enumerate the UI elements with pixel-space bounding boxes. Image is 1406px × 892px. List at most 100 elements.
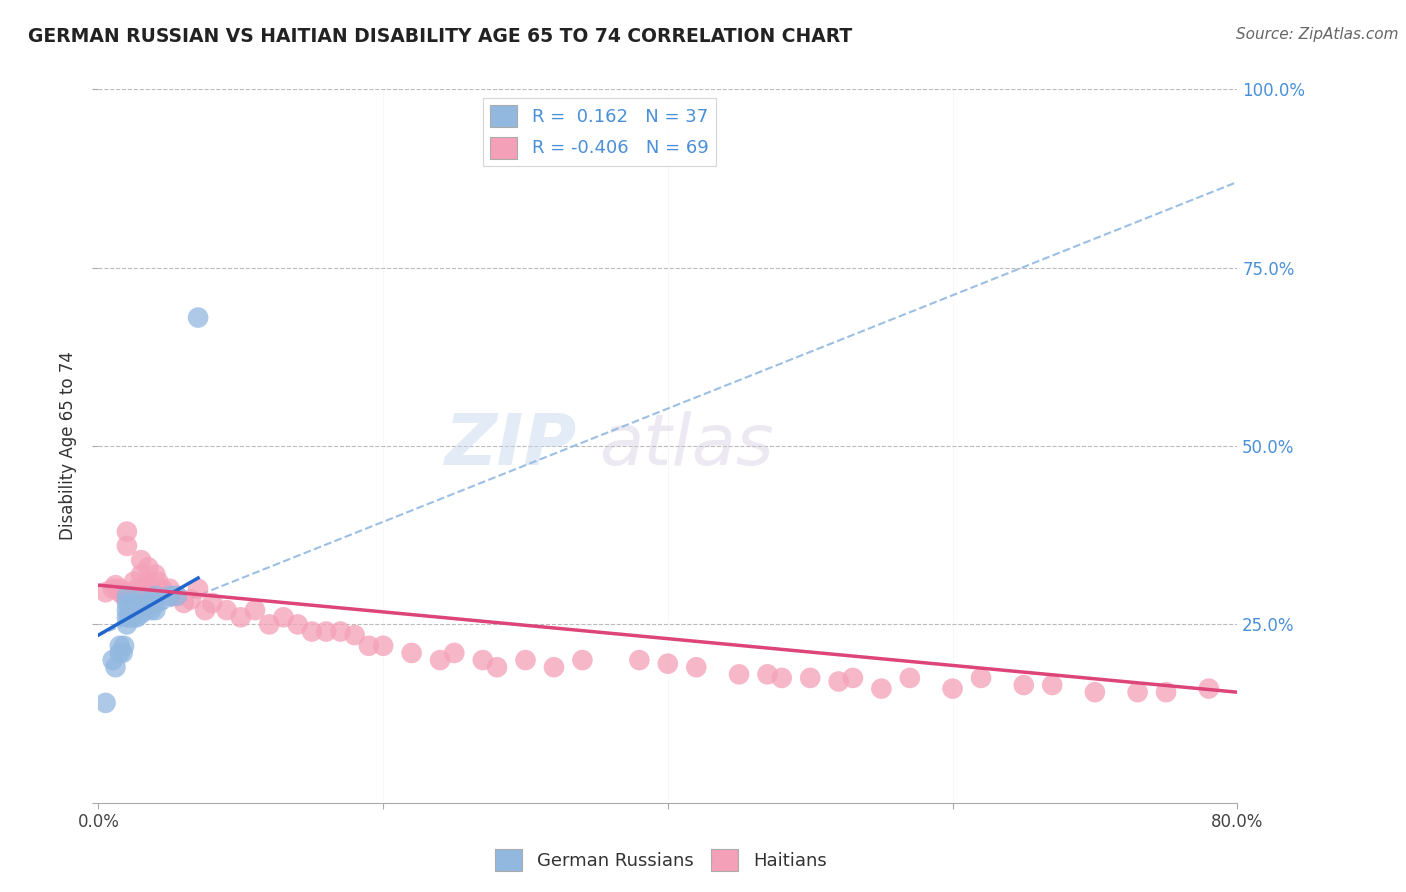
Text: Source: ZipAtlas.com: Source: ZipAtlas.com xyxy=(1236,27,1399,42)
Point xyxy=(159,589,181,603)
Point xyxy=(136,560,159,574)
Point xyxy=(159,589,181,603)
Point xyxy=(120,610,142,624)
Point xyxy=(104,660,127,674)
Point xyxy=(115,596,138,610)
Point xyxy=(145,589,167,603)
Point xyxy=(145,567,167,582)
Point xyxy=(129,607,152,621)
Point xyxy=(122,603,145,617)
Point xyxy=(429,653,451,667)
Point xyxy=(243,603,266,617)
Point xyxy=(842,671,865,685)
Point xyxy=(187,582,209,596)
Point xyxy=(152,592,174,607)
Point xyxy=(728,667,751,681)
Point xyxy=(287,617,309,632)
Legend: R =  0.162   N = 37, R = -0.406   N = 69: R = 0.162 N = 37, R = -0.406 N = 69 xyxy=(484,98,716,166)
Point xyxy=(180,592,202,607)
Point xyxy=(166,589,188,603)
Point xyxy=(229,610,252,624)
Point xyxy=(136,574,159,589)
Point xyxy=(259,617,281,632)
Point xyxy=(125,603,148,617)
Point xyxy=(515,653,537,667)
Point xyxy=(122,610,145,624)
Point xyxy=(129,553,152,567)
Point xyxy=(122,574,145,589)
Point xyxy=(373,639,395,653)
Point xyxy=(898,671,921,685)
Point xyxy=(134,603,156,617)
Point xyxy=(115,539,138,553)
Y-axis label: Disability Age 65 to 74: Disability Age 65 to 74 xyxy=(59,351,77,541)
Point xyxy=(115,589,138,603)
Point xyxy=(112,639,135,653)
Point xyxy=(543,660,565,674)
Text: atlas: atlas xyxy=(599,411,775,481)
Point xyxy=(132,599,155,614)
Point xyxy=(148,574,170,589)
Point xyxy=(1126,685,1149,699)
Point xyxy=(115,524,138,539)
Point xyxy=(136,599,159,614)
Point xyxy=(115,603,138,617)
Point xyxy=(194,603,217,617)
Point xyxy=(1198,681,1220,696)
Point xyxy=(628,653,651,667)
Point xyxy=(329,624,352,639)
Point xyxy=(1012,678,1035,692)
Point xyxy=(401,646,423,660)
Point xyxy=(799,671,821,685)
Point xyxy=(122,607,145,621)
Point xyxy=(1040,678,1063,692)
Point xyxy=(129,599,152,614)
Point xyxy=(756,667,779,681)
Point xyxy=(94,696,117,710)
Point xyxy=(122,589,145,603)
Point xyxy=(657,657,679,671)
Point xyxy=(471,653,494,667)
Text: GERMAN RUSSIAN VS HAITIAN DISABILITY AGE 65 TO 74 CORRELATION CHART: GERMAN RUSSIAN VS HAITIAN DISABILITY AGE… xyxy=(28,27,852,45)
Point xyxy=(104,578,127,592)
Point xyxy=(118,585,141,599)
Point xyxy=(152,582,174,596)
Point xyxy=(94,585,117,599)
Point xyxy=(118,610,141,624)
Point xyxy=(145,603,167,617)
Point xyxy=(122,596,145,610)
Point xyxy=(301,624,323,639)
Point xyxy=(101,653,124,667)
Point xyxy=(132,582,155,596)
Point xyxy=(187,310,209,325)
Point xyxy=(108,585,131,599)
Point xyxy=(357,639,380,653)
Point xyxy=(145,582,167,596)
Point xyxy=(828,674,851,689)
Point xyxy=(942,681,965,696)
Point xyxy=(770,671,793,685)
Point xyxy=(173,596,195,610)
Point xyxy=(571,653,593,667)
Point xyxy=(201,596,224,610)
Point xyxy=(273,610,295,624)
Point xyxy=(111,646,134,660)
Point xyxy=(1084,685,1107,699)
Point xyxy=(166,589,188,603)
Point xyxy=(443,646,465,660)
Point xyxy=(215,603,238,617)
Point xyxy=(112,589,135,603)
Point xyxy=(125,610,148,624)
Point xyxy=(115,617,138,632)
Point xyxy=(108,646,131,660)
Point xyxy=(101,582,124,596)
Point xyxy=(115,610,138,624)
Point xyxy=(129,567,152,582)
Point xyxy=(685,660,707,674)
Point xyxy=(108,582,131,596)
Point xyxy=(139,603,162,617)
Point xyxy=(125,582,148,596)
Point xyxy=(1154,685,1177,699)
Point xyxy=(145,596,167,610)
Point xyxy=(486,660,509,674)
